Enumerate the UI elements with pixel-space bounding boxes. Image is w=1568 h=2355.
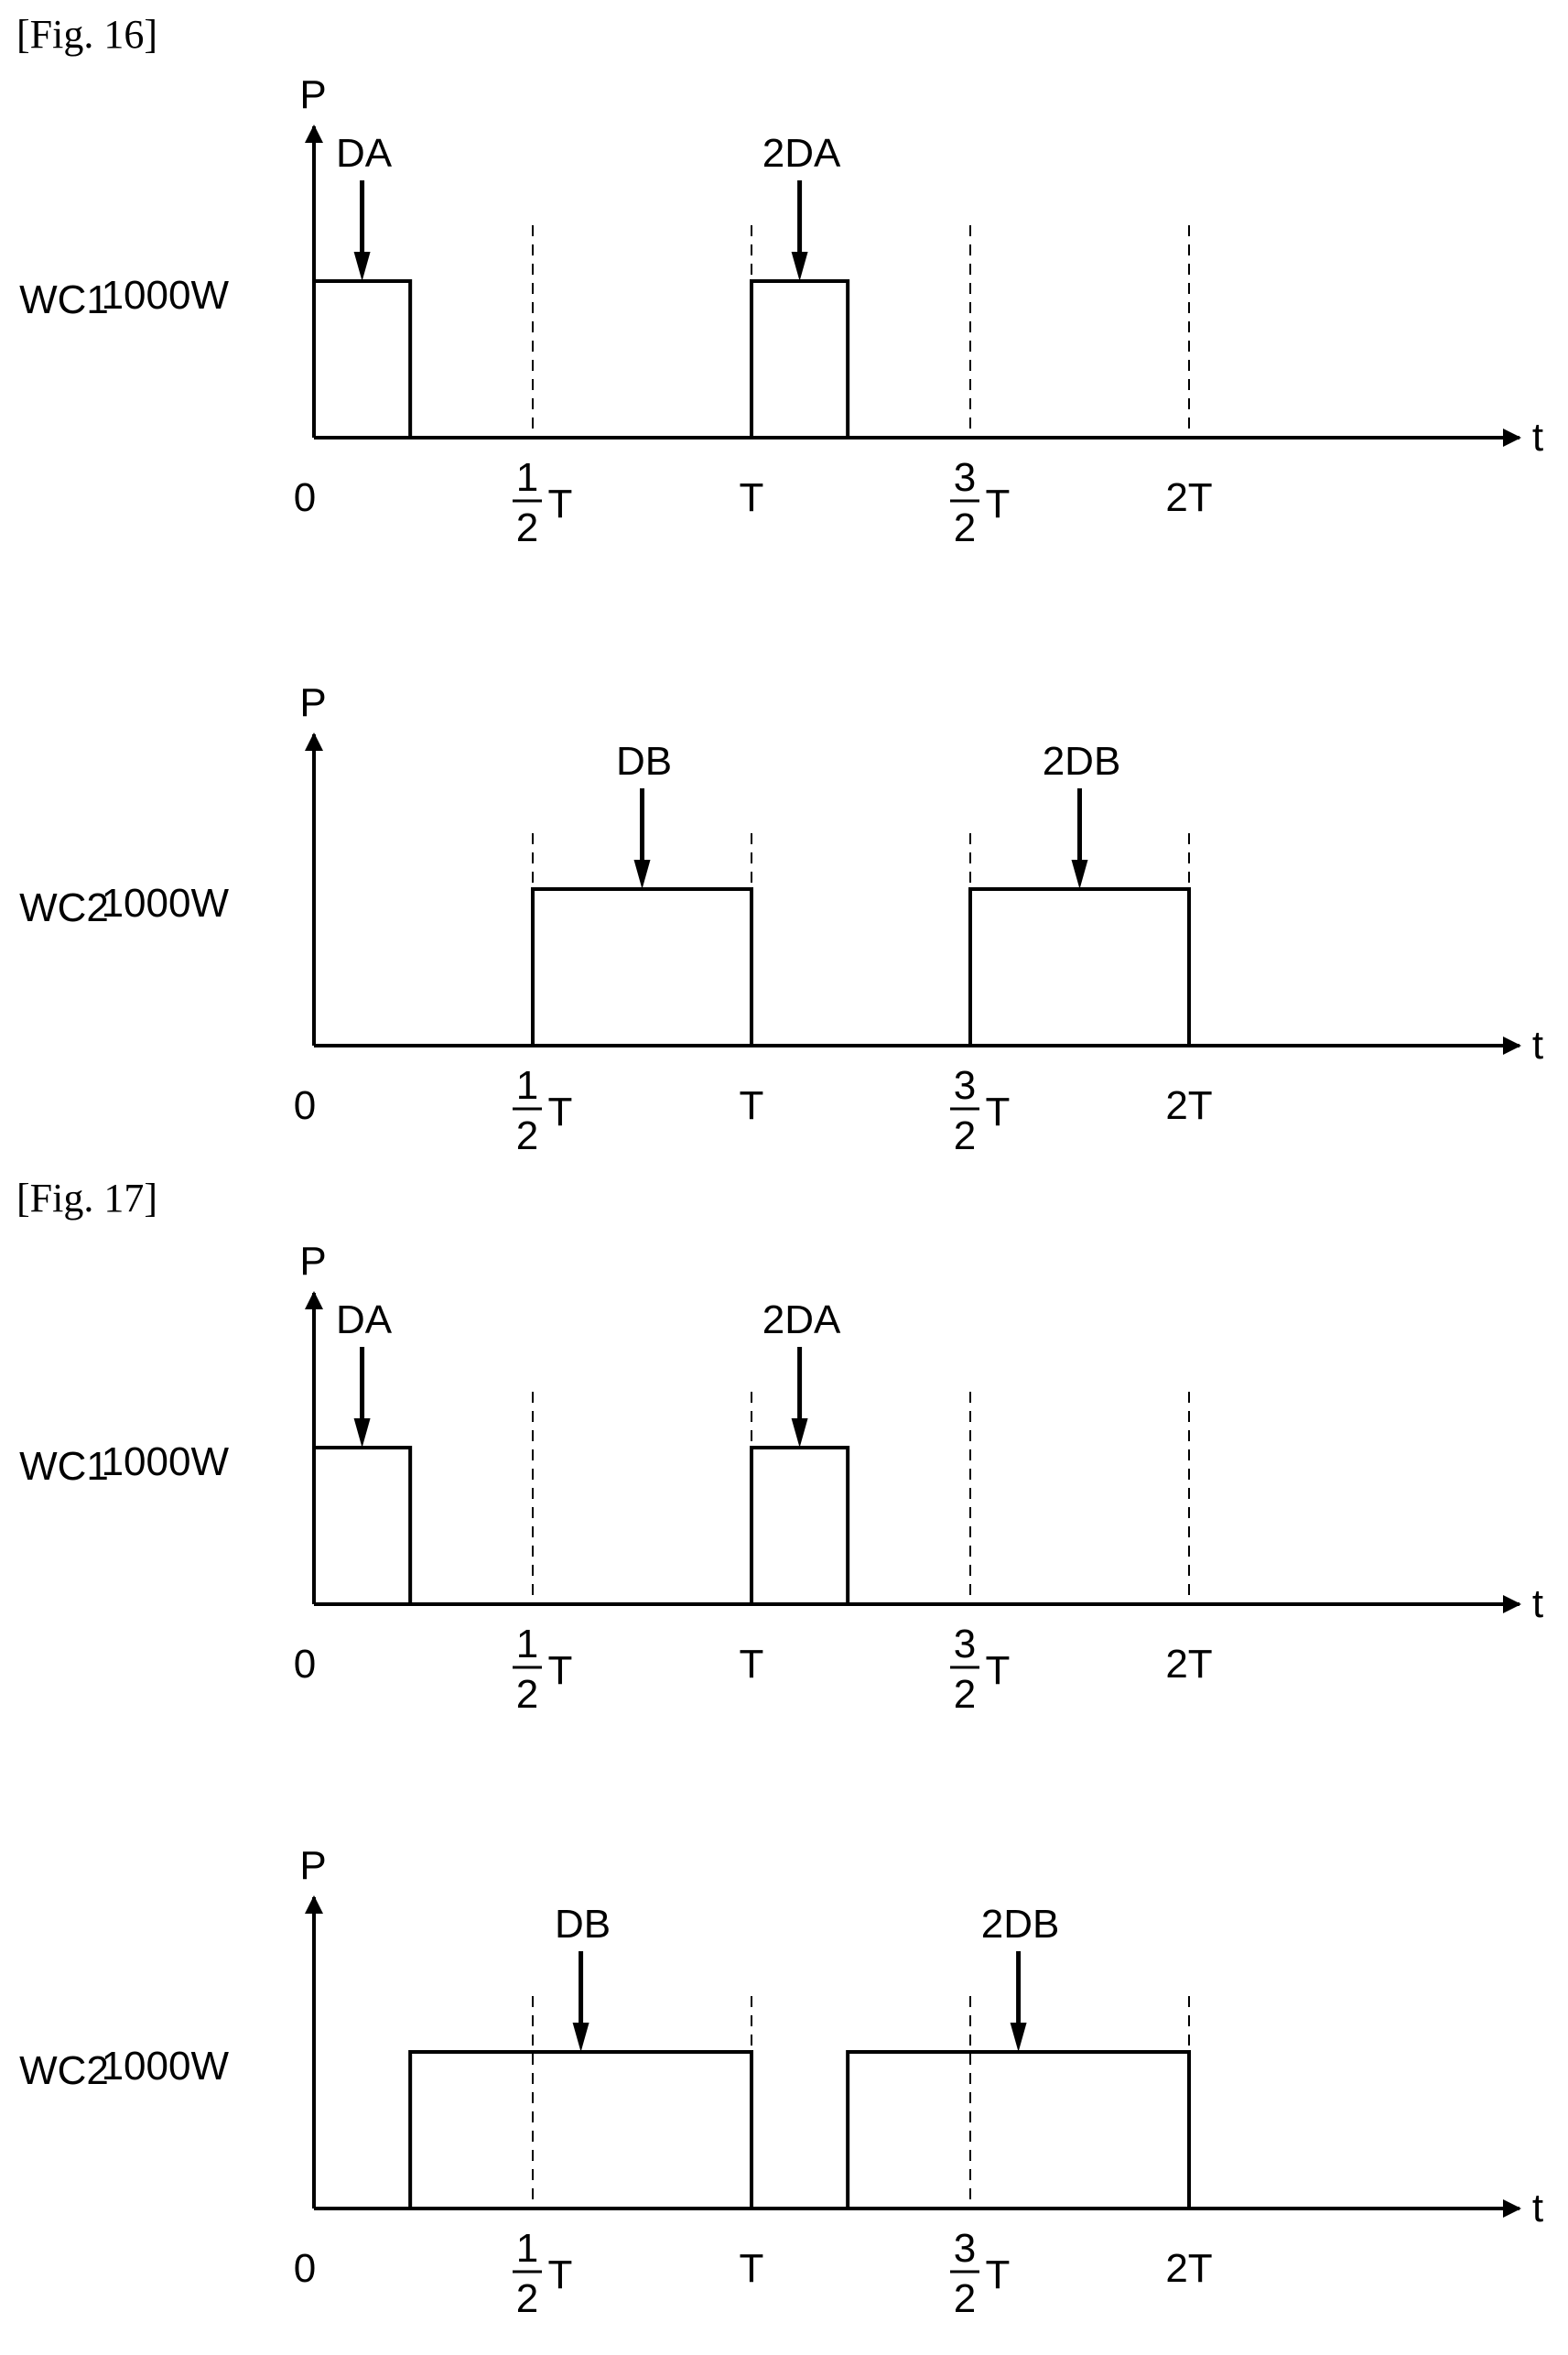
tick-denominator: 2 (516, 2276, 538, 2321)
figure-16-label: [Fig. 16] (16, 12, 157, 57)
tick-label: T (740, 1083, 764, 1128)
origin-label: 0 (294, 475, 316, 520)
tick-label: 1 2T (513, 1622, 572, 1717)
tick-numerator: 3 (954, 1063, 976, 1108)
marker-label: DA (336, 1297, 393, 1342)
tick-label: T (740, 475, 764, 520)
tick-label: 3 2T (950, 455, 1010, 550)
tick-unit: T (548, 2252, 573, 2297)
y-axis-label: P (299, 1239, 326, 1284)
tick-denominator: 2 (516, 1113, 538, 1158)
marker-label: DB (555, 1902, 611, 1947)
tick-unit: T (548, 1090, 573, 1134)
power-pulse (312, 279, 413, 438)
tick-numerator: 1 (516, 455, 538, 500)
tick-text: 2T (1165, 475, 1212, 520)
x-axis-label: t (1532, 1023, 1543, 1068)
x-axis-label: t (1532, 2186, 1543, 2230)
tick-numerator: 1 (516, 1063, 538, 1108)
marker-label: 2DB (981, 1902, 1060, 1947)
y-axis-label: P (299, 680, 326, 725)
tick-numerator: 3 (954, 1622, 976, 1666)
tick-denominator: 2 (954, 2276, 976, 2321)
channel-label: WC1 (19, 277, 109, 322)
marker-label: DB (616, 739, 672, 784)
tick-unit: T (986, 482, 1011, 526)
marker-arrow-head (353, 252, 371, 281)
tick-label: T (740, 2246, 764, 2291)
tick-text: T (740, 1083, 764, 1128)
channel-label: WC1 (19, 1444, 109, 1489)
tick-label: T (740, 1642, 764, 1687)
tick-unit: T (986, 1648, 1011, 1693)
power-pulse (750, 1446, 850, 1604)
tick-label: 3 2T (950, 1622, 1010, 1717)
marker-arrow-head (1010, 2023, 1027, 2052)
marker-arrow-head (791, 1418, 808, 1448)
tick-denominator: 2 (954, 505, 976, 550)
channel-label: WC2 (19, 885, 109, 930)
x-axis-label: t (1532, 415, 1543, 460)
origin-label: 0 (294, 1083, 316, 1128)
marker-arrow-head (791, 252, 808, 281)
tick-label: 2T (1165, 475, 1212, 520)
tick-unit: T (548, 482, 573, 526)
marker-arrow-head (1071, 860, 1088, 889)
power-pulse (531, 887, 753, 1046)
marker-label: 2DA (762, 131, 841, 176)
power-pulse (750, 279, 850, 438)
tick-text: 2T (1165, 1083, 1212, 1128)
marker-label: 2DA (762, 1297, 841, 1342)
power-level-label: 1000W (102, 2044, 230, 2089)
marker-arrow-head (572, 2023, 589, 2052)
tick-label: 3 2T (950, 2226, 1010, 2321)
tick-label: 1 2T (513, 1063, 572, 1158)
marker-arrow-head (633, 860, 651, 889)
power-pulse (408, 2050, 753, 2208)
origin-label: 0 (294, 1642, 316, 1687)
tick-unit: T (986, 2252, 1011, 2297)
tick-unit: T (986, 1090, 1011, 1134)
tick-text: T (740, 1642, 764, 1687)
power-pulse (846, 2050, 1191, 2208)
y-axis-label: P (299, 72, 326, 117)
marker-label: 2DB (1043, 739, 1121, 784)
power-level-label: 1000W (102, 273, 230, 318)
marker-label: DA (336, 131, 393, 176)
power-level-label: 1000W (102, 1439, 230, 1484)
power-pulse (312, 1446, 413, 1604)
tick-text: T (740, 475, 764, 520)
tick-label: 2T (1165, 2246, 1212, 2291)
tick-label: 2T (1165, 1642, 1212, 1687)
tick-numerator: 3 (954, 455, 976, 500)
tick-denominator: 2 (516, 505, 538, 550)
origin-label: 0 (294, 2246, 316, 2291)
power-level-label: 1000W (102, 881, 230, 926)
tick-denominator: 2 (516, 1672, 538, 1717)
marker-arrow-head (353, 1418, 371, 1448)
tick-numerator: 1 (516, 2226, 538, 2271)
power-pulse (968, 887, 1191, 1046)
tick-text: T (740, 2246, 764, 2291)
tick-denominator: 2 (954, 1113, 976, 1158)
figure-17-label: [Fig. 17] (16, 1176, 157, 1221)
tick-label: 2T (1165, 1083, 1212, 1128)
channel-label: WC2 (19, 2048, 109, 2093)
x-axis-label: t (1532, 1581, 1543, 1626)
tick-text: 2T (1165, 1642, 1212, 1687)
tick-numerator: 3 (954, 2226, 976, 2271)
tick-label: 1 2T (513, 455, 572, 550)
tick-numerator: 1 (516, 1622, 538, 1666)
tick-label: 1 2T (513, 2226, 572, 2321)
tick-unit: T (548, 1648, 573, 1693)
tick-text: 2T (1165, 2246, 1212, 2291)
tick-denominator: 2 (954, 1672, 976, 1717)
tick-label: 3 2T (950, 1063, 1010, 1158)
y-axis-label: P (299, 1843, 326, 1888)
